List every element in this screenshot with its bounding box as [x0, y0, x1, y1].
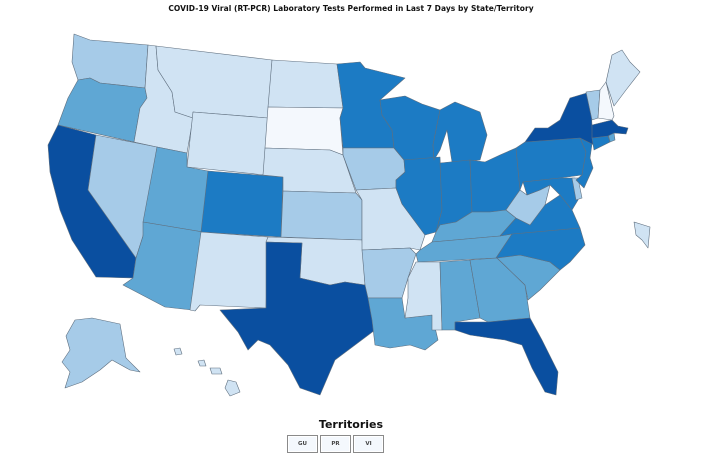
us-choropleth-map — [47, 33, 651, 397]
state-sd[interactable] — [264, 106, 344, 156]
state-la[interactable] — [367, 297, 439, 351]
state-fl[interactable] — [454, 317, 559, 396]
state-ar[interactable] — [361, 247, 417, 299]
state-hi-1[interactable] — [173, 347, 183, 356]
state-de[interactable] — [571, 177, 583, 201]
territory-button-vi[interactable]: VI — [353, 435, 384, 453]
state-hi-3[interactable] — [209, 367, 223, 375]
state-ak[interactable] — [61, 317, 141, 389]
state-ma[interactable] — [591, 119, 629, 139]
state-nj[interactable] — [575, 137, 594, 189]
state-co[interactable] — [200, 170, 284, 238]
state-hi-4[interactable] — [224, 379, 241, 397]
state-md[interactable] — [522, 177, 579, 211]
map-title: COVID-19 Viral (RT-PCR) Laboratory Tests… — [168, 4, 534, 13]
territory-buttons: GU PR VI — [287, 435, 384, 453]
territory-button-pr[interactable]: PR — [320, 435, 351, 453]
state-hi-2[interactable] — [197, 359, 207, 367]
state-ks[interactable] — [280, 190, 363, 241]
state-ny[interactable] — [524, 91, 595, 146]
state-nd[interactable] — [267, 59, 344, 109]
state-wy[interactable] — [186, 111, 269, 176]
territory-button-gu[interactable]: GU — [287, 435, 318, 453]
state-nm[interactable] — [189, 231, 269, 312]
state-ct[interactable] — [591, 135, 611, 151]
state-tx[interactable] — [219, 241, 376, 396]
state-dc[interactable] — [633, 221, 651, 249]
state-mi[interactable] — [432, 101, 488, 163]
state-me[interactable] — [605, 49, 641, 107]
territories-heading: Territories — [318, 418, 384, 431]
state-nh[interactable] — [597, 81, 615, 121]
